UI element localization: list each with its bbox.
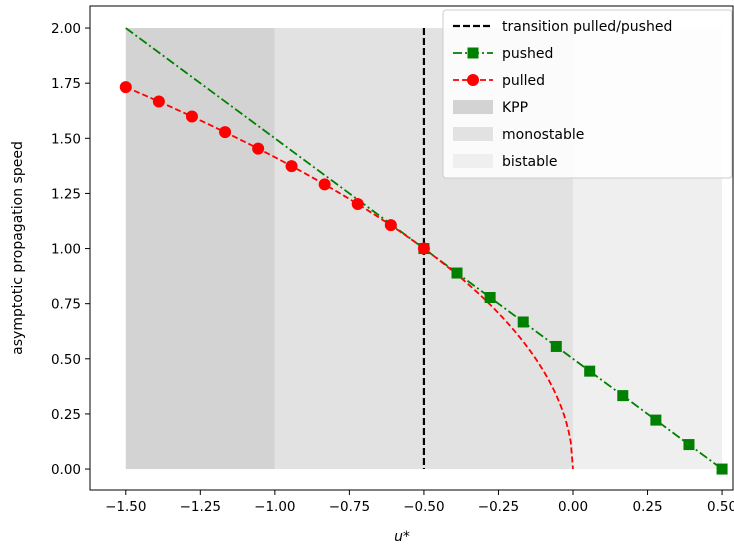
pushed-point	[584, 365, 596, 377]
pulled-theory-line	[125, 86, 574, 470]
legend-label: pulled	[502, 73, 545, 89]
y-tick-label: 0.25	[51, 407, 81, 423]
legend-pulled-marker	[467, 74, 479, 86]
legend-pushed-marker	[467, 47, 479, 59]
y-tick-label: 2.00	[51, 21, 81, 37]
x-tick-label: 0.00	[558, 499, 588, 515]
data-series	[119, 81, 728, 475]
pushed-point	[683, 439, 695, 451]
x-tick-label: −0.75	[329, 499, 370, 515]
pushed-point	[650, 414, 662, 426]
legend-label: transition pulled/pushed	[502, 19, 672, 35]
pushed-point	[517, 316, 529, 328]
legend: transition pulled/pushed pushed pulled KPP m…	[442, 9, 733, 179]
y-axis-ticks: 0.00 0.25 0.50 0.75 1.00 1.25 1.50 1.75 2.00	[51, 21, 90, 478]
x-tick-label: 0.50	[707, 499, 734, 515]
y-axis-label: asymptotic propagation speed	[10, 141, 26, 355]
legend-label: bistable	[502, 154, 558, 170]
pushed-point	[716, 463, 728, 475]
pulled-point	[417, 242, 430, 255]
x-tick-label: −1.00	[254, 499, 295, 515]
pushed-point	[484, 292, 496, 304]
pulled-point	[318, 178, 331, 191]
x-tick-label: −0.25	[478, 499, 519, 515]
x-tick-label: −0.50	[403, 499, 444, 515]
pulled-point	[285, 160, 298, 173]
legend-box	[442, 9, 733, 179]
legend-patch-monostable	[453, 127, 493, 141]
y-tick-label: 0.75	[51, 297, 81, 313]
region-kpp	[125, 28, 275, 470]
pulled-point	[152, 95, 165, 108]
y-tick-label: 0.50	[51, 352, 81, 368]
y-tick-label: 1.50	[51, 131, 81, 147]
pulled-point	[351, 198, 364, 211]
y-tick-label: 1.75	[51, 76, 81, 92]
legend-label: KPP	[502, 100, 528, 116]
legend-patch-kpp	[453, 100, 493, 114]
pushed-point	[451, 267, 463, 279]
legend-patch-bistable	[453, 154, 493, 168]
y-tick-label: 1.25	[51, 186, 81, 202]
y-tick-label: 0.00	[51, 462, 81, 478]
pulled-point	[119, 81, 132, 94]
plot-frame	[89, 5, 734, 491]
pulled-point	[252, 142, 265, 155]
legend-label: pushed	[502, 46, 553, 62]
x-tick-label: −1.50	[105, 499, 146, 515]
pulled-point	[185, 110, 198, 123]
pushed-point	[550, 340, 562, 352]
pulled-point	[384, 219, 397, 232]
legend-label: monostable	[502, 127, 584, 143]
x-tick-label: 0.25	[633, 499, 663, 515]
x-axis-ticks: −1.50 −1.25 −1.00 −0.75 −0.50 −0.25 0.00 0.25 0.…	[105, 490, 734, 515]
x-tick-label: −1.25	[180, 499, 221, 515]
pushed-point	[617, 390, 629, 402]
pulled-point	[219, 126, 232, 139]
x-axis-label: u*	[394, 529, 410, 545]
y-tick-label: 1.00	[51, 242, 81, 258]
